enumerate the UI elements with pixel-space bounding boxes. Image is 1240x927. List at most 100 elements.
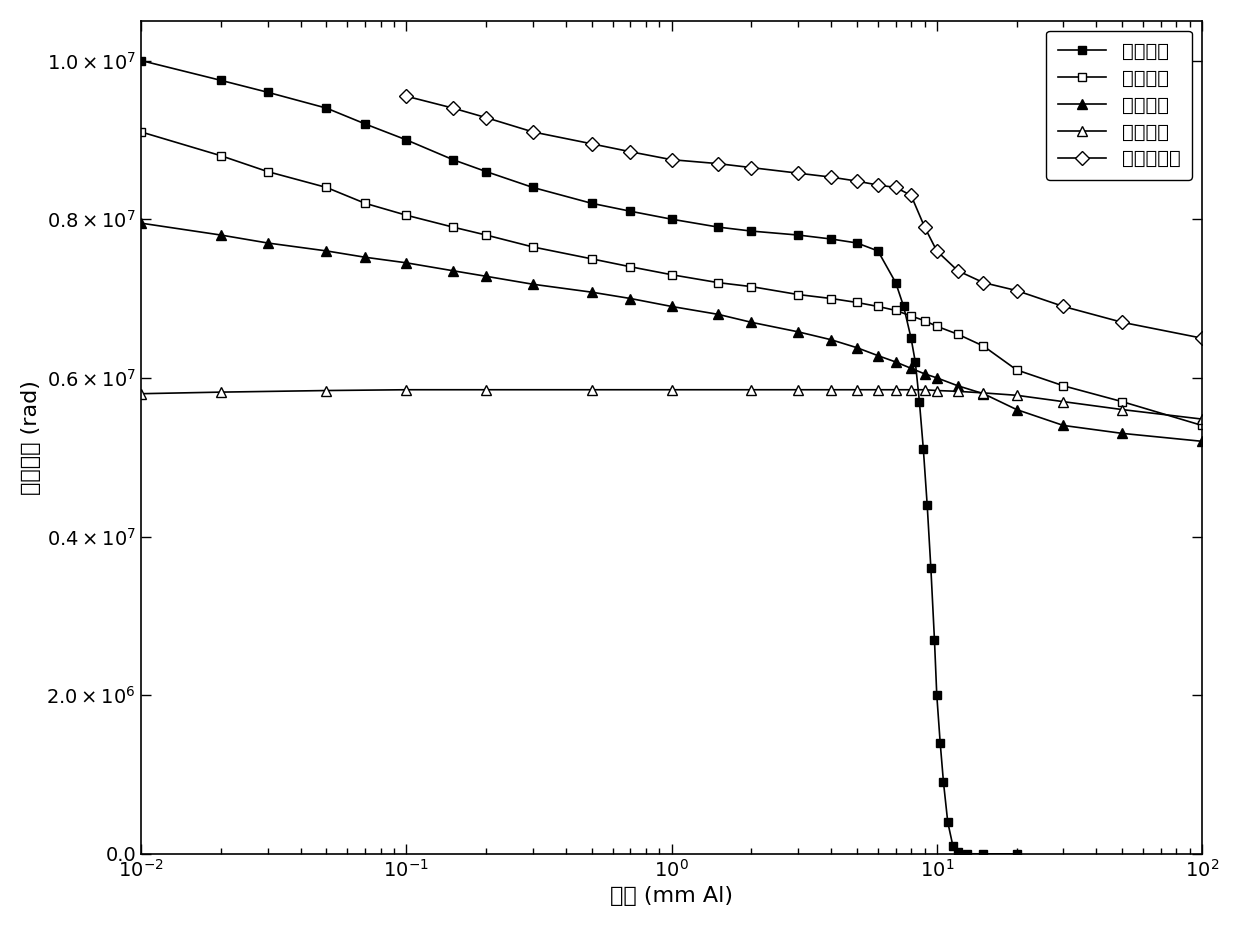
太阳质子 <box>976 387 991 399</box>
傘获电子 <box>791 230 806 241</box>
太阳质子 <box>904 384 919 395</box>
傘获电子 <box>920 500 935 511</box>
傘获电子 <box>911 396 926 407</box>
傘获电子 <box>622 206 637 217</box>
傘获质子 <box>1009 364 1024 375</box>
二次光子 <box>950 380 965 391</box>
总吸收剂量 <box>791 168 806 179</box>
太阳质子 <box>213 387 228 398</box>
傘获电子 <box>976 848 991 859</box>
二次光子 <box>870 350 885 362</box>
总吸收剂量 <box>399 91 414 102</box>
总吸收剂量 <box>711 159 725 170</box>
傘获质子 <box>526 241 541 252</box>
傘获电子 <box>936 777 951 788</box>
傘获电子 <box>870 246 885 257</box>
Legend: 傘获电子, 傘获质子, 二次光子, 太阳质子, 总吸收剂量: 傘获电子, 傘获质子, 二次光子, 太阳质子, 总吸收剂量 <box>1047 31 1193 180</box>
傘获电子 <box>960 848 975 859</box>
太阳质子 <box>1194 413 1209 425</box>
傘获质子 <box>1194 420 1209 431</box>
傘获质子 <box>791 289 806 300</box>
傘获质子 <box>711 277 725 288</box>
二次光子 <box>711 309 725 320</box>
傘获质子 <box>849 297 864 308</box>
太阳质子 <box>399 384 414 395</box>
二次光子 <box>134 218 149 229</box>
傘获质子 <box>870 301 885 312</box>
傘获电子 <box>445 154 460 165</box>
总吸收剂量 <box>976 277 991 288</box>
总吸收剂量 <box>622 146 637 158</box>
傘获电子 <box>134 55 149 66</box>
傘获电子 <box>744 225 759 236</box>
太阳质子 <box>1056 396 1071 407</box>
傘获质子 <box>744 281 759 292</box>
傘获质子 <box>918 315 932 326</box>
傘获质子 <box>904 311 919 322</box>
傘获质子 <box>357 197 372 209</box>
总吸收剂量 <box>823 171 838 183</box>
傘获电子 <box>665 213 680 224</box>
傘获质子 <box>445 222 460 233</box>
太阳质子 <box>744 384 759 395</box>
总吸收剂量 <box>1194 333 1209 344</box>
傘获质子 <box>1056 380 1071 391</box>
总吸收剂量 <box>665 154 680 165</box>
傘获电子 <box>1009 848 1024 859</box>
总吸收剂量 <box>584 138 599 149</box>
傘获质子 <box>976 340 991 351</box>
二次光子 <box>918 368 932 379</box>
傘获质子 <box>622 261 637 273</box>
太阳质子 <box>134 388 149 400</box>
二次光子 <box>791 326 806 337</box>
Line: 傘获电子: 傘获电子 <box>136 57 1021 858</box>
总吸收剂量 <box>849 175 864 186</box>
傘获质子 <box>584 253 599 264</box>
二次光子 <box>1056 420 1071 431</box>
太阳质子 <box>929 385 944 396</box>
总吸收剂量 <box>870 180 885 191</box>
傘获质子 <box>1115 396 1130 407</box>
二次光子 <box>1115 428 1130 439</box>
傘获电子 <box>319 103 334 114</box>
二次光子 <box>260 237 275 248</box>
二次光子 <box>1009 404 1024 415</box>
总吸收剂量 <box>888 182 903 193</box>
傘获电子 <box>711 222 725 233</box>
二次光子 <box>445 265 460 276</box>
傘获质子 <box>319 182 334 193</box>
二次光子 <box>584 286 599 298</box>
总吸收剂量 <box>744 162 759 173</box>
二次光子 <box>888 356 903 367</box>
总吸收剂量 <box>479 112 494 123</box>
傘获电子 <box>897 301 911 312</box>
傘获质子 <box>399 210 414 221</box>
傘获质子 <box>950 329 965 340</box>
Y-axis label: 吸收剂量 (rad): 吸收剂量 (rad) <box>21 380 41 495</box>
二次光子 <box>929 373 944 384</box>
二次光子 <box>849 342 864 353</box>
傘获电子 <box>940 817 955 828</box>
傘获电子 <box>213 75 228 86</box>
傘获质子 <box>823 293 838 304</box>
二次光子 <box>665 301 680 312</box>
二次光子 <box>526 279 541 290</box>
傘获质子 <box>134 126 149 137</box>
总吸收剂量 <box>445 103 460 114</box>
傘获电子 <box>260 86 275 97</box>
太阳质子 <box>950 386 965 397</box>
傘获电子 <box>888 277 903 288</box>
二次光子 <box>904 362 919 374</box>
傘获电子 <box>904 333 919 344</box>
太阳质子 <box>870 384 885 395</box>
傘获电子 <box>823 234 838 245</box>
傘获质子 <box>260 166 275 177</box>
二次光子 <box>479 271 494 282</box>
Line: 总吸收剂量: 总吸收剂量 <box>402 92 1207 343</box>
二次光子 <box>976 388 991 400</box>
傘获电子 <box>916 444 931 455</box>
二次光子 <box>1194 436 1209 447</box>
傘获质子 <box>929 321 944 332</box>
二次光子 <box>823 335 838 346</box>
总吸收剂量 <box>929 246 944 257</box>
